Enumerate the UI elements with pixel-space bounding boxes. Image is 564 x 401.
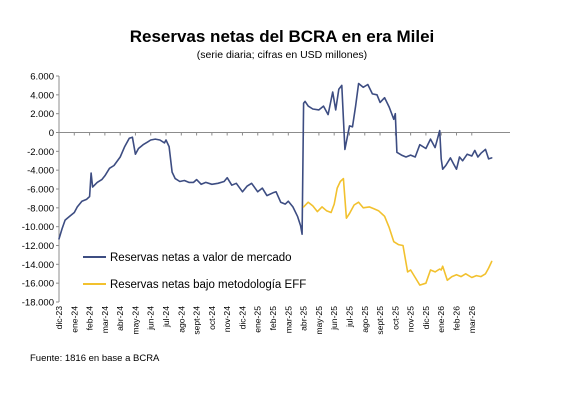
x-tick-label: sept-24: [192, 306, 202, 335]
x-tick-label: mar-25: [283, 306, 293, 333]
x-tick-label: mar-24: [100, 306, 110, 333]
x-tick-label: ene-25: [253, 306, 263, 333]
x-tick-label: dic-23: [54, 306, 64, 330]
x-tick-label: may-25: [314, 306, 324, 335]
y-tick-label: -2.000: [27, 147, 54, 158]
x-tick-label: feb-24: [85, 306, 95, 331]
y-tick-label: -10.000: [22, 222, 54, 233]
y-tick-label: 2.000: [30, 109, 54, 120]
x-tick-label: sept-25: [375, 306, 385, 335]
x-tick-label: dic-24: [237, 306, 247, 330]
x-tick-label: feb-25: [268, 306, 278, 331]
y-tick-label: -8.000: [27, 203, 54, 214]
y-tick-label: -4.000: [27, 166, 54, 177]
x-tick-label: may-24: [130, 306, 140, 335]
x-tick-label: abr-25: [299, 306, 309, 331]
y-tick-label: 0: [49, 128, 54, 139]
x-tick-label: jun-24: [146, 306, 156, 331]
x-tick-label: jul-24: [161, 306, 171, 328]
y-tick-label: -16.000: [22, 279, 54, 290]
x-tick-label: dic-25: [421, 306, 431, 330]
x-tick-label: jun-25: [329, 306, 339, 331]
x-tick-label: nov-25: [406, 306, 416, 332]
legend-label: Reservas netas bajo metodología EFF: [110, 279, 306, 291]
series-line: [302, 177, 493, 286]
x-tick-label: nov-24: [222, 306, 232, 332]
y-tick-label: -12.000: [22, 241, 54, 252]
y-tick-label: -18.000: [22, 298, 54, 309]
chart-title: Reservas netas del BCRA en era Milei: [129, 27, 435, 46]
legend-label: Reservas netas a valor de mercado: [110, 252, 292, 264]
x-tick-label: ago-24: [176, 306, 186, 333]
series-line: [58, 82, 493, 240]
x-tick-label: feb-26: [451, 306, 461, 331]
x-tick-label: oct-25: [390, 306, 400, 330]
y-tick-label: 6.000: [30, 72, 54, 83]
x-tick-label: oct-24: [207, 306, 217, 330]
x-tick-label: ene-24: [69, 306, 79, 333]
x-tick-label: abr-24: [115, 306, 125, 331]
x-tick-label: mar-26: [467, 306, 477, 333]
y-tick-label: -14.000: [22, 260, 54, 271]
chart-source: Fuente: 1816 en base a BCRA: [30, 353, 160, 364]
x-tick-label: ene-26: [436, 306, 446, 333]
y-tick-label: 4.000: [30, 90, 54, 101]
x-tick-label: jul-25: [344, 306, 354, 328]
chart-subtitle: (serie diaria; cifras en USD millones): [196, 49, 368, 61]
x-tick-label: ago-25: [360, 306, 370, 333]
y-tick-label: -6.000: [27, 185, 54, 196]
